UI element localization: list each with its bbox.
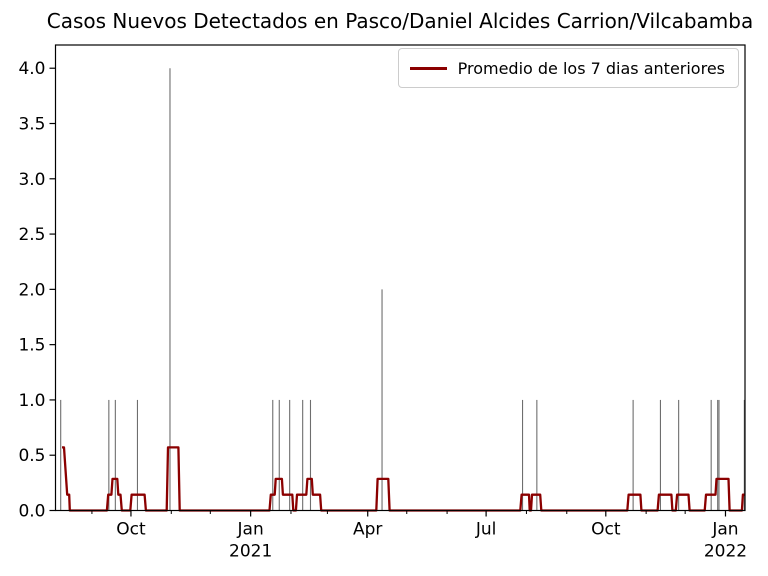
- chart-title: Casos Nuevos Detectados en Pasco/Daniel …: [46, 9, 754, 33]
- y-tick-label: 2.5: [18, 225, 45, 245]
- legend-label: Promedio de los 7 dias anteriores: [457, 58, 725, 78]
- legend-line-sample-icon: [409, 66, 447, 70]
- y-tick-label: 3.0: [18, 170, 45, 190]
- x-tick-label: Jan: [711, 520, 738, 540]
- avg-line: [62, 446, 745, 512]
- y-tick-label: 1.0: [18, 391, 45, 411]
- legend: Promedio de los 7 dias anteriores: [397, 48, 739, 88]
- x-tick-label: Apr: [353, 520, 382, 540]
- x-tick-label: Jan: [237, 520, 264, 540]
- y-tick-label: 1.5: [18, 336, 45, 356]
- y-tick-label: 0.0: [18, 502, 45, 522]
- y-tick-label: 0.5: [18, 446, 45, 466]
- y-tick-label: 2.0: [18, 280, 45, 300]
- axes-box: [54, 44, 746, 512]
- x-year-label: 2022: [704, 542, 747, 562]
- x-tick-label: Oct: [116, 520, 146, 540]
- x-tick-label: Jul: [475, 520, 497, 540]
- x-tick-label: Oct: [591, 520, 621, 540]
- y-tick-label: 3.5: [18, 115, 45, 135]
- y-tick-label: 4.0: [18, 59, 45, 79]
- x-year-label: 2021: [229, 542, 272, 562]
